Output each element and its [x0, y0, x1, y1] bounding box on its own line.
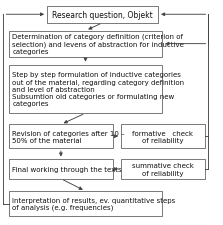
FancyBboxPatch shape: [8, 125, 113, 148]
FancyBboxPatch shape: [8, 32, 162, 57]
Text: Revision of categories after 10 –
50% of the material: Revision of categories after 10 – 50% of…: [12, 130, 125, 143]
Text: Research question, Objekt: Research question, Objekt: [52, 11, 153, 20]
FancyBboxPatch shape: [8, 65, 162, 114]
FancyBboxPatch shape: [47, 7, 158, 24]
Text: Interpretation of results, ev. quantitative steps
of analysis (e.g. frequencies): Interpretation of results, ev. quantitat…: [12, 197, 176, 210]
FancyBboxPatch shape: [121, 160, 205, 179]
FancyBboxPatch shape: [8, 160, 113, 179]
FancyBboxPatch shape: [8, 191, 162, 216]
Text: summative check
of reliability: summative check of reliability: [132, 163, 194, 176]
Text: Step by step formulation of inductive categories
out of the material, regarding : Step by step formulation of inductive ca…: [12, 72, 184, 107]
Text: formative   check
of reliability: formative check of reliability: [132, 130, 193, 143]
Text: Final working through the texts: Final working through the texts: [12, 166, 122, 172]
Text: Determination of category definition (criterion of
selection) and levens of abst: Determination of category definition (cr…: [12, 34, 184, 55]
FancyBboxPatch shape: [121, 125, 205, 148]
